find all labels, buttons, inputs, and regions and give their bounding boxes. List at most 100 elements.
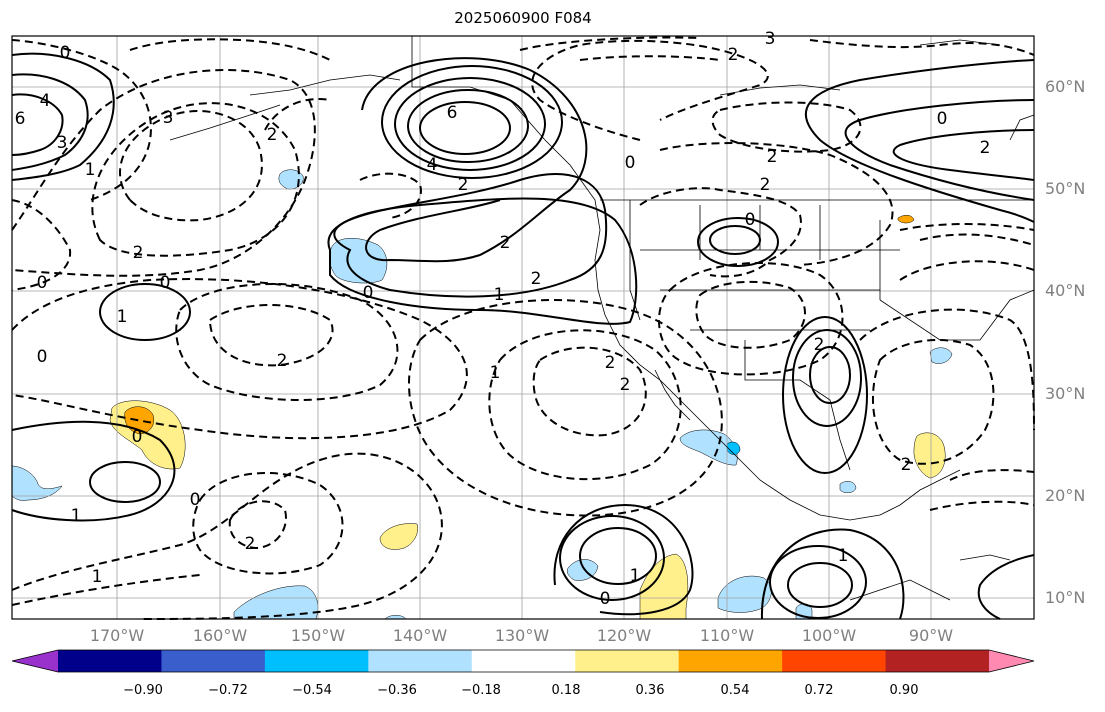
shade-area: [913, 432, 946, 479]
contour-label: 4: [427, 155, 438, 175]
contour-label: 2: [980, 138, 991, 158]
contour-label: 2: [728, 45, 739, 65]
lon-label: 120°W: [596, 626, 652, 645]
contour-line: [11, 420, 176, 522]
colorbar-segment: [885, 650, 990, 672]
colorbar-segment: [161, 650, 266, 672]
contour-line: [11, 93, 64, 156]
contour-line: [659, 142, 894, 266]
contour-line: [11, 69, 316, 277]
shade-area: [329, 238, 388, 284]
contour-label: 0: [160, 273, 171, 293]
shade-area: [233, 585, 319, 620]
contour-line: [99, 283, 191, 341]
lat-label: 30°N: [1045, 384, 1086, 403]
colorbar-tick-label: −0.54: [292, 683, 332, 698]
lon-label: 100°W: [801, 626, 857, 645]
contour-label: 0: [937, 109, 948, 129]
map-border: [11, 35, 1035, 620]
contour-label: 1: [117, 307, 128, 327]
contour-label: 0: [600, 589, 611, 609]
contour-line: [11, 39, 152, 201]
colorbar-segment: [575, 650, 680, 672]
contour-label: 6: [447, 103, 458, 123]
contour-line: [782, 316, 868, 474]
shade-area: [897, 215, 915, 224]
dashed-contours: [11, 36, 1035, 620]
lat-label: 40°N: [1045, 281, 1086, 300]
colorbar-segment: [471, 650, 576, 672]
shade-area: [726, 441, 741, 455]
contour-label: 0: [132, 427, 143, 447]
contour-line: [658, 262, 844, 376]
contour-label: 2: [605, 353, 616, 373]
contour-line: [697, 217, 779, 267]
colorbar-tick-label: 0.36: [635, 683, 665, 698]
contour-line: [769, 545, 867, 619]
contour-line: [11, 52, 115, 181]
contour-line: [407, 299, 723, 517]
contour-line: [804, 59, 1035, 223]
contour-line: [792, 329, 862, 427]
lon-label: 150°W: [290, 626, 346, 645]
contour-line: [892, 129, 1035, 181]
contour-label: 0: [745, 210, 756, 230]
contour-label: 1: [490, 363, 501, 383]
contour-label: 6: [15, 109, 26, 129]
contour-label: 1: [92, 567, 103, 587]
contour-label: 2: [277, 351, 288, 371]
lat-label: 10°N: [1045, 588, 1086, 607]
shade-area: [717, 575, 772, 613]
contour-line: [553, 503, 694, 616]
contour-line: [11, 574, 201, 606]
contour-line: [11, 199, 72, 291]
contour-line: [579, 527, 657, 585]
contour-label: 1: [630, 566, 641, 586]
contour-label: 4: [40, 91, 51, 111]
contour-label: 2: [458, 175, 469, 195]
solid-contours: [11, 52, 1035, 620]
colorbar-tick-label: 0.90: [889, 683, 919, 698]
shade-area: [379, 523, 418, 550]
gridlines: [12, 36, 1034, 619]
colorbar-tick-label: −0.36: [377, 683, 417, 698]
contour-labels: 0 0 0 0 0 0 0 0 0 0 0 1 1 1 1 1 1 1 1 2 …: [15, 29, 991, 609]
contour-label: 1: [85, 160, 96, 180]
colorbar-tick-label: −0.90: [123, 683, 163, 698]
contour-line: [192, 472, 344, 575]
shaded-areas: [11, 169, 953, 620]
colorbar-segment: [58, 650, 162, 672]
contour-line: [977, 554, 1035, 620]
contour-line: [89, 461, 161, 503]
contour-line: [407, 89, 529, 163]
contour-label: 0: [60, 43, 71, 63]
contour-label: 2: [620, 375, 631, 395]
contour-label: 2: [500, 233, 511, 253]
contour-label: 2: [531, 269, 542, 289]
contour-label: 0: [37, 347, 48, 367]
contour-label: 2: [267, 125, 278, 145]
contour-line: [119, 110, 263, 222]
contour-line: [327, 197, 638, 325]
shade-area: [11, 465, 63, 501]
colorbar-tick-label: 0.54: [720, 683, 750, 698]
contour-label: 1: [494, 285, 505, 305]
colorbar: [11, 649, 1035, 673]
lon-label: 160°W: [192, 626, 248, 645]
contour-line: [929, 469, 1035, 511]
colorbar-tick-label: 0.18: [551, 683, 581, 698]
contour-label: 2: [133, 243, 144, 263]
coastlines: [169, 36, 1035, 601]
contour-label: 2: [760, 175, 771, 195]
colorbar-segment: [264, 650, 369, 672]
contour-line: [264, 98, 331, 131]
contour-line: [175, 283, 399, 401]
shade-area: [929, 347, 953, 364]
contour-line: [208, 304, 334, 367]
lat-label: 60°N: [1045, 77, 1086, 96]
contour-line: [809, 346, 851, 404]
shade-area: [278, 169, 304, 190]
contour-line: [519, 36, 721, 61]
contour-line: [559, 515, 665, 601]
